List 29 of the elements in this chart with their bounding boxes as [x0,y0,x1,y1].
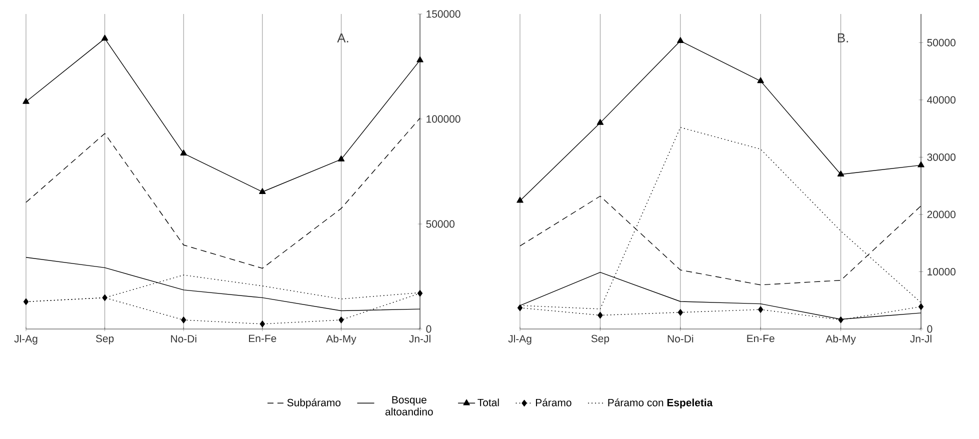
x-tick-label: Ab-My [326,334,356,345]
y-tick-label: 20000 [927,210,956,218]
x-tick-label: Jn-Jl [910,334,932,342]
text: B. [838,33,848,42]
x-tick-label: Sep [96,334,114,344]
y-tick-label: 30000 [927,153,956,161]
x-tick-label: Sep [591,334,610,344]
y-tick-label: 100000 [426,115,460,123]
legend-label: Total [478,398,499,406]
y-tick-label: 0 [927,325,932,333]
x-tick-label: No-Di [171,334,196,342]
x-tick-label: Jl-Ag [14,334,38,345]
x-tick-label: Ab-My [826,334,856,345]
y-tick-label: 40000 [927,96,956,104]
text: A. [337,33,348,42]
x-tick-label: Jn-Jl [409,334,430,342]
x-tick-label: En-Fe [747,334,774,342]
y-tick-label: 0 [426,325,432,333]
legend-label: Páramo [536,398,572,406]
x-tick-label: En-Fe [249,334,276,342]
x-tick-label: No-Di [668,334,694,342]
y-tick-label: 10000 [928,268,956,276]
y-tick-label: 50000 [426,220,454,228]
legend-label: Subpáramo [287,398,340,408]
legend-label: Páramo con Espeletia [608,398,713,408]
y-tick-label: 150000 [426,10,460,18]
x-tick-label: Jl-Ag [508,334,532,345]
y-tick-label: 50000 [927,38,956,46]
legend-label: Bosque altoandino [385,396,433,416]
